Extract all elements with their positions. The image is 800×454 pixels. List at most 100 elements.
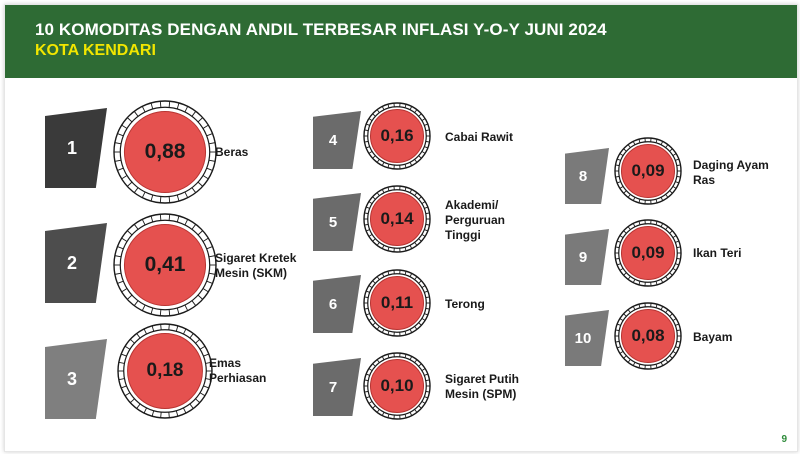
ring-spoke xyxy=(376,276,380,280)
ring-spoke xyxy=(368,318,373,321)
ring-spoke xyxy=(617,346,621,349)
ring-spoke xyxy=(421,285,426,288)
commodity-label: Terong xyxy=(445,297,485,311)
ring-spoke xyxy=(669,313,673,317)
ring-spoke xyxy=(381,161,385,166)
ring-spoke xyxy=(141,106,146,113)
andil-value: 0,88 xyxy=(144,140,186,163)
ring-spoke xyxy=(168,324,170,330)
ring-spoke xyxy=(665,144,669,148)
ring-spoke xyxy=(202,237,209,242)
ring-spoke xyxy=(368,234,373,237)
ring-spoke xyxy=(136,333,141,339)
ring-spoke xyxy=(627,144,631,148)
inner-ring xyxy=(618,306,678,366)
ring-spoke xyxy=(387,414,390,418)
ring-spoke xyxy=(372,196,376,200)
ring-spoke xyxy=(127,181,133,187)
ring-spoke xyxy=(676,164,681,167)
page-title: 10 KOMODITAS DENGAN ANDIL TERBESAR INFLA… xyxy=(35,20,607,39)
value-badge: 0,16 xyxy=(363,102,431,170)
ring-spoke xyxy=(197,181,203,187)
ring-spoke xyxy=(418,155,422,159)
badge-ring-graphic xyxy=(363,269,431,337)
ring-spoke xyxy=(141,191,146,198)
ring-spoke xyxy=(364,379,369,382)
ring-spoke xyxy=(424,146,428,149)
commodity-label: Daging Ayam Ras xyxy=(693,158,769,187)
ring-spoke xyxy=(189,403,194,409)
ring-spoke xyxy=(638,139,641,143)
value-badge: 0,11 xyxy=(363,269,431,337)
badge-ring-graphic xyxy=(363,102,431,170)
ring-spoke xyxy=(381,273,385,278)
ring-spoke xyxy=(418,322,422,326)
commodity-label: Cabai Rawit xyxy=(445,130,514,144)
rank-tag: 2 xyxy=(45,223,107,303)
ring-spoke xyxy=(619,186,624,189)
inner-ring xyxy=(367,356,427,416)
ring-spoke xyxy=(368,368,373,371)
ring-spoke xyxy=(676,329,681,332)
rank-tag: 7 xyxy=(313,358,361,416)
ring-spoke xyxy=(655,199,658,203)
ring-spoke xyxy=(672,351,677,354)
ring-spoke xyxy=(632,278,636,283)
ring-spoke xyxy=(425,129,430,132)
ring-spoke xyxy=(672,153,677,156)
ring-spoke xyxy=(376,359,380,363)
ring-spoke xyxy=(615,340,620,343)
value-badge: 0,18 xyxy=(117,323,213,419)
ring-spoke xyxy=(676,175,681,178)
ring-spoke xyxy=(372,322,376,326)
ring-spoke xyxy=(424,206,428,209)
ring-spoke xyxy=(114,159,122,162)
rank-tag: 8 xyxy=(565,148,609,204)
ring-spoke xyxy=(366,206,370,209)
ring-spoke xyxy=(675,158,679,161)
ring-spoke xyxy=(619,153,624,156)
ring-spoke xyxy=(133,111,139,117)
ring-spoke xyxy=(414,192,418,196)
ring-spoke xyxy=(425,140,430,143)
ring-spoke xyxy=(660,306,664,311)
ring-spoke xyxy=(404,164,407,168)
ring-spoke xyxy=(127,230,133,236)
ring-spoke xyxy=(409,161,413,166)
ring-spoke xyxy=(387,271,390,275)
ring-spoke xyxy=(368,151,373,154)
commodity-label: Bayam xyxy=(693,330,733,344)
value-badge: 0,41 xyxy=(113,213,217,317)
badge-ring-graphic xyxy=(363,185,431,253)
ring-spoke xyxy=(418,113,422,117)
ring-spoke xyxy=(615,257,620,260)
ring-spoke xyxy=(159,101,162,108)
ring-spoke xyxy=(623,148,627,152)
ring-spoke xyxy=(150,102,154,110)
ring-spoke xyxy=(409,328,413,333)
andil-value: 0,41 xyxy=(144,253,186,276)
ring-spoke xyxy=(381,328,385,333)
ring-spoke xyxy=(409,273,413,278)
ring-spoke xyxy=(623,230,627,234)
ring-spoke xyxy=(409,189,413,194)
ring-spoke xyxy=(202,124,209,129)
ring-spoke xyxy=(114,272,122,275)
ring-spoke xyxy=(617,181,621,184)
inner-ring xyxy=(367,189,427,249)
ring-spoke xyxy=(117,133,124,137)
ring-spoke xyxy=(197,117,203,123)
andil-value: 0,14 xyxy=(380,209,414,228)
ring-spoke xyxy=(638,364,641,368)
ring-spoke xyxy=(182,328,187,335)
ring-spoke xyxy=(665,194,669,198)
ring-spoke xyxy=(368,201,373,204)
ring-spoke xyxy=(672,318,677,321)
ring-spoke xyxy=(199,392,206,397)
ring-spoke xyxy=(421,201,426,204)
ring-spoke xyxy=(381,106,385,111)
ring-spoke xyxy=(409,411,413,416)
ring-spoke xyxy=(206,246,213,250)
ring-spoke xyxy=(615,329,620,332)
ring-spoke xyxy=(409,106,413,111)
